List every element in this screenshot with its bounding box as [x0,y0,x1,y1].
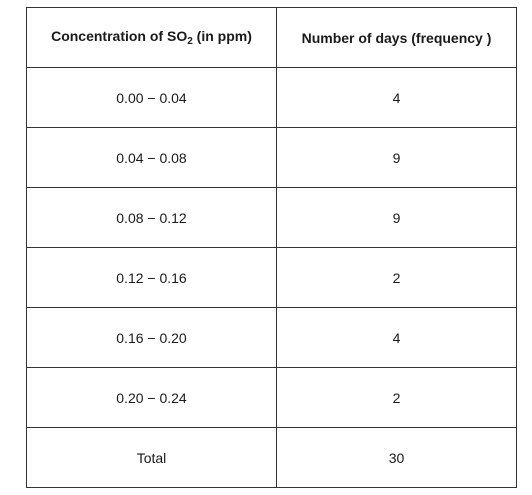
range-cell: 0.00 − 0.04 [26,67,277,128]
range-cell: 0.04 − 0.08 [26,127,277,188]
concentration-header: Concentration of SO2 (in ppm) [26,7,277,68]
table-row: 0.00 − 0.04 4 [26,67,517,128]
table-row: 0.04 − 0.08 9 [26,127,517,188]
days-cell: 4 [276,67,517,128]
range-cell: 0.08 − 0.12 [26,187,277,248]
concentration-header-prefix: Concentration of SO [51,28,188,44]
days-cell: 4 [276,307,517,368]
days-cell: 2 [276,367,517,428]
range-cell: 0.16 − 0.20 [26,307,277,368]
days-cell: 2 [276,247,517,308]
days-cell: 9 [276,127,517,188]
total-label-cell: Total [26,427,277,488]
days-cell: 9 [276,187,517,248]
table-row: 0.16 − 0.20 4 [26,307,517,368]
table-row: 0.12 − 0.16 2 [26,247,517,308]
header-row: Concentration of SO2 (in ppm) Number of … [26,7,517,68]
frequency-header: Number of days (frequency ) [276,7,517,68]
table-row: 0.20 − 0.24 2 [26,367,517,428]
range-cell: 0.20 − 0.24 [26,367,277,428]
concentration-header-subscript: 2 [187,36,193,47]
concentration-header-suffix: (in ppm) [192,28,252,44]
range-cell: 0.12 − 0.16 [26,247,277,308]
table-row: 0.08 − 0.12 9 [26,187,517,248]
total-row: Total 30 [26,427,517,488]
total-value-cell: 30 [276,427,517,488]
frequency-table: Concentration of SO2 (in ppm) Number of … [26,7,517,488]
